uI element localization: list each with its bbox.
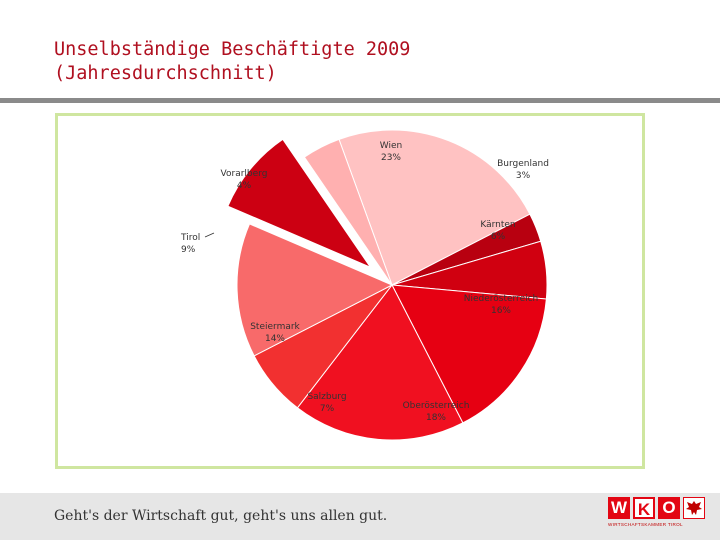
title-line-2: (Jahresdurchschnitt) bbox=[54, 63, 277, 84]
pie-label-burgenland: Burgenland 3% bbox=[497, 159, 549, 181]
logo-tagline: WIRTSCHAFTSKAMMER TIROL bbox=[608, 522, 683, 527]
pie-label-tirol: Tirol 9% bbox=[180, 233, 200, 255]
pie-label-niederösterreich: Niederösterreich 16% bbox=[464, 294, 539, 316]
pie-slice-steiermark bbox=[236, 223, 394, 357]
title-line-1: Unselbständige Beschäftigte 2009 bbox=[54, 39, 411, 60]
pie-slice-tirol bbox=[227, 138, 372, 269]
pie-slice-wien bbox=[338, 129, 531, 286]
logo-letter-k: K bbox=[633, 497, 655, 519]
pie-slice-oberösterreich bbox=[296, 284, 464, 441]
footer-slogan: Geht's der Wirtschaft gut, geht's uns al… bbox=[54, 508, 388, 524]
wko-logo: W K O WIRTSCHAFTSKAMMER TIROL bbox=[608, 497, 708, 527]
pie-label-kärnten: Kärnten 6% bbox=[480, 220, 515, 242]
title-divider bbox=[0, 98, 720, 103]
tirol-eagle-icon bbox=[683, 497, 705, 519]
footer-bar bbox=[0, 493, 720, 540]
pie-label-steiermark: Steiermark 14% bbox=[250, 322, 300, 344]
pie-label-oberösterreich: Oberösterreich 18% bbox=[403, 401, 470, 423]
pie-label-vorarlberg: Vorarlberg 4% bbox=[221, 169, 268, 191]
slide-title: Unselbständige Beschäftigte 2009 (Jahres… bbox=[54, 38, 410, 86]
pie-label-wien: Wien 23% bbox=[380, 141, 402, 163]
logo-letter-w: W bbox=[608, 497, 630, 519]
pie-slice-vorarlberg bbox=[303, 138, 393, 286]
pie-label-salzburg: Salzburg 7% bbox=[307, 392, 346, 414]
logo-letter-o: O bbox=[658, 497, 680, 519]
pie-slice-niederösterreich bbox=[391, 284, 547, 424]
pie-leader-line-tirol bbox=[204, 232, 215, 238]
